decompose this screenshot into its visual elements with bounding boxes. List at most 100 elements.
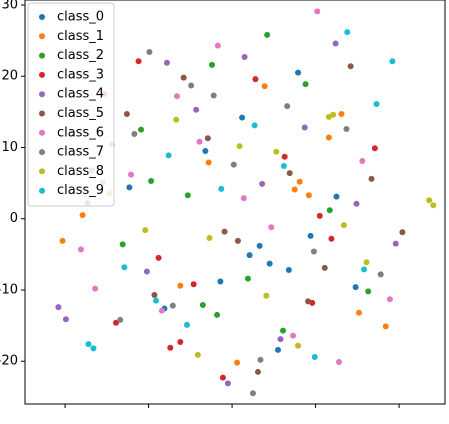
point [239, 114, 246, 121]
legend-marker [39, 168, 45, 175]
point [196, 138, 203, 145]
point [338, 111, 345, 118]
point [214, 311, 221, 318]
point [273, 148, 280, 155]
legend-box [27, 2, 115, 207]
point [305, 192, 312, 199]
point [224, 380, 231, 387]
point [209, 61, 216, 68]
point [305, 298, 312, 305]
point [146, 49, 153, 56]
legend-label: class_2 [57, 48, 104, 63]
point [365, 288, 372, 295]
legend-marker [39, 52, 45, 59]
point [123, 111, 130, 118]
point [399, 229, 406, 236]
point [241, 54, 248, 61]
legend-label: class_8 [57, 164, 104, 179]
point [246, 252, 253, 259]
point [382, 323, 389, 330]
point [344, 29, 351, 36]
legend-marker [39, 187, 45, 194]
point [343, 125, 350, 132]
point [90, 345, 97, 352]
point [163, 59, 170, 66]
legend-marker [39, 91, 45, 98]
point [153, 297, 160, 304]
point [426, 197, 433, 204]
point [310, 248, 317, 255]
legend-label: class_6 [57, 125, 104, 140]
point [131, 130, 138, 137]
point [218, 185, 225, 192]
point [325, 134, 332, 141]
point [328, 235, 335, 242]
point [373, 101, 380, 108]
point [290, 332, 297, 339]
point [280, 327, 287, 334]
point [368, 175, 375, 182]
point [167, 344, 174, 351]
point [199, 301, 206, 308]
legend-marker [39, 129, 45, 136]
point [392, 240, 399, 247]
point [301, 124, 308, 131]
point [316, 212, 323, 219]
point [158, 307, 165, 314]
point [251, 122, 258, 129]
point [264, 31, 271, 38]
legend-marker [39, 149, 45, 156]
point [389, 58, 396, 65]
y-tick-label: -10 [0, 282, 18, 297]
plot-frame [24, 0, 446, 405]
point [321, 264, 328, 271]
point [135, 58, 142, 65]
legend-label: class_9 [57, 183, 104, 198]
point [177, 282, 184, 289]
point [330, 111, 337, 118]
point [151, 291, 158, 298]
point [240, 195, 247, 202]
point [256, 242, 263, 249]
point [119, 241, 126, 248]
point [193, 106, 200, 113]
point [263, 292, 270, 299]
legend-label: class_0 [57, 10, 104, 25]
point [202, 148, 209, 155]
y-tick-label: 0 [10, 211, 18, 226]
point [210, 92, 217, 99]
legend-label: class_5 [57, 106, 104, 121]
legend: class_0 class_1 class_2 class_3 class_4class… [27, 2, 115, 207]
point [249, 390, 256, 397]
point [333, 193, 340, 200]
point [214, 42, 221, 49]
point [206, 234, 213, 241]
point [92, 285, 99, 292]
point [165, 152, 172, 159]
point [234, 237, 241, 244]
point [359, 158, 366, 165]
point [302, 81, 309, 88]
point [205, 159, 212, 166]
y-tick-label: 30 [1, 0, 18, 12]
y-tick-label: 10 [1, 140, 18, 155]
y-tick-label: -20 [0, 354, 18, 369]
point [377, 271, 384, 278]
point [281, 153, 288, 160]
point [177, 339, 184, 346]
point [219, 374, 226, 381]
legend-label: class_3 [57, 67, 104, 82]
legend-label: class_4 [57, 87, 104, 102]
point [142, 227, 149, 234]
point [117, 316, 124, 323]
point [259, 180, 266, 187]
point [257, 356, 264, 363]
point [352, 284, 359, 291]
point [386, 296, 393, 303]
point [217, 278, 224, 285]
legend-marker [39, 71, 45, 78]
point [286, 170, 293, 177]
point [143, 268, 150, 275]
point [204, 135, 211, 142]
point [295, 69, 302, 76]
